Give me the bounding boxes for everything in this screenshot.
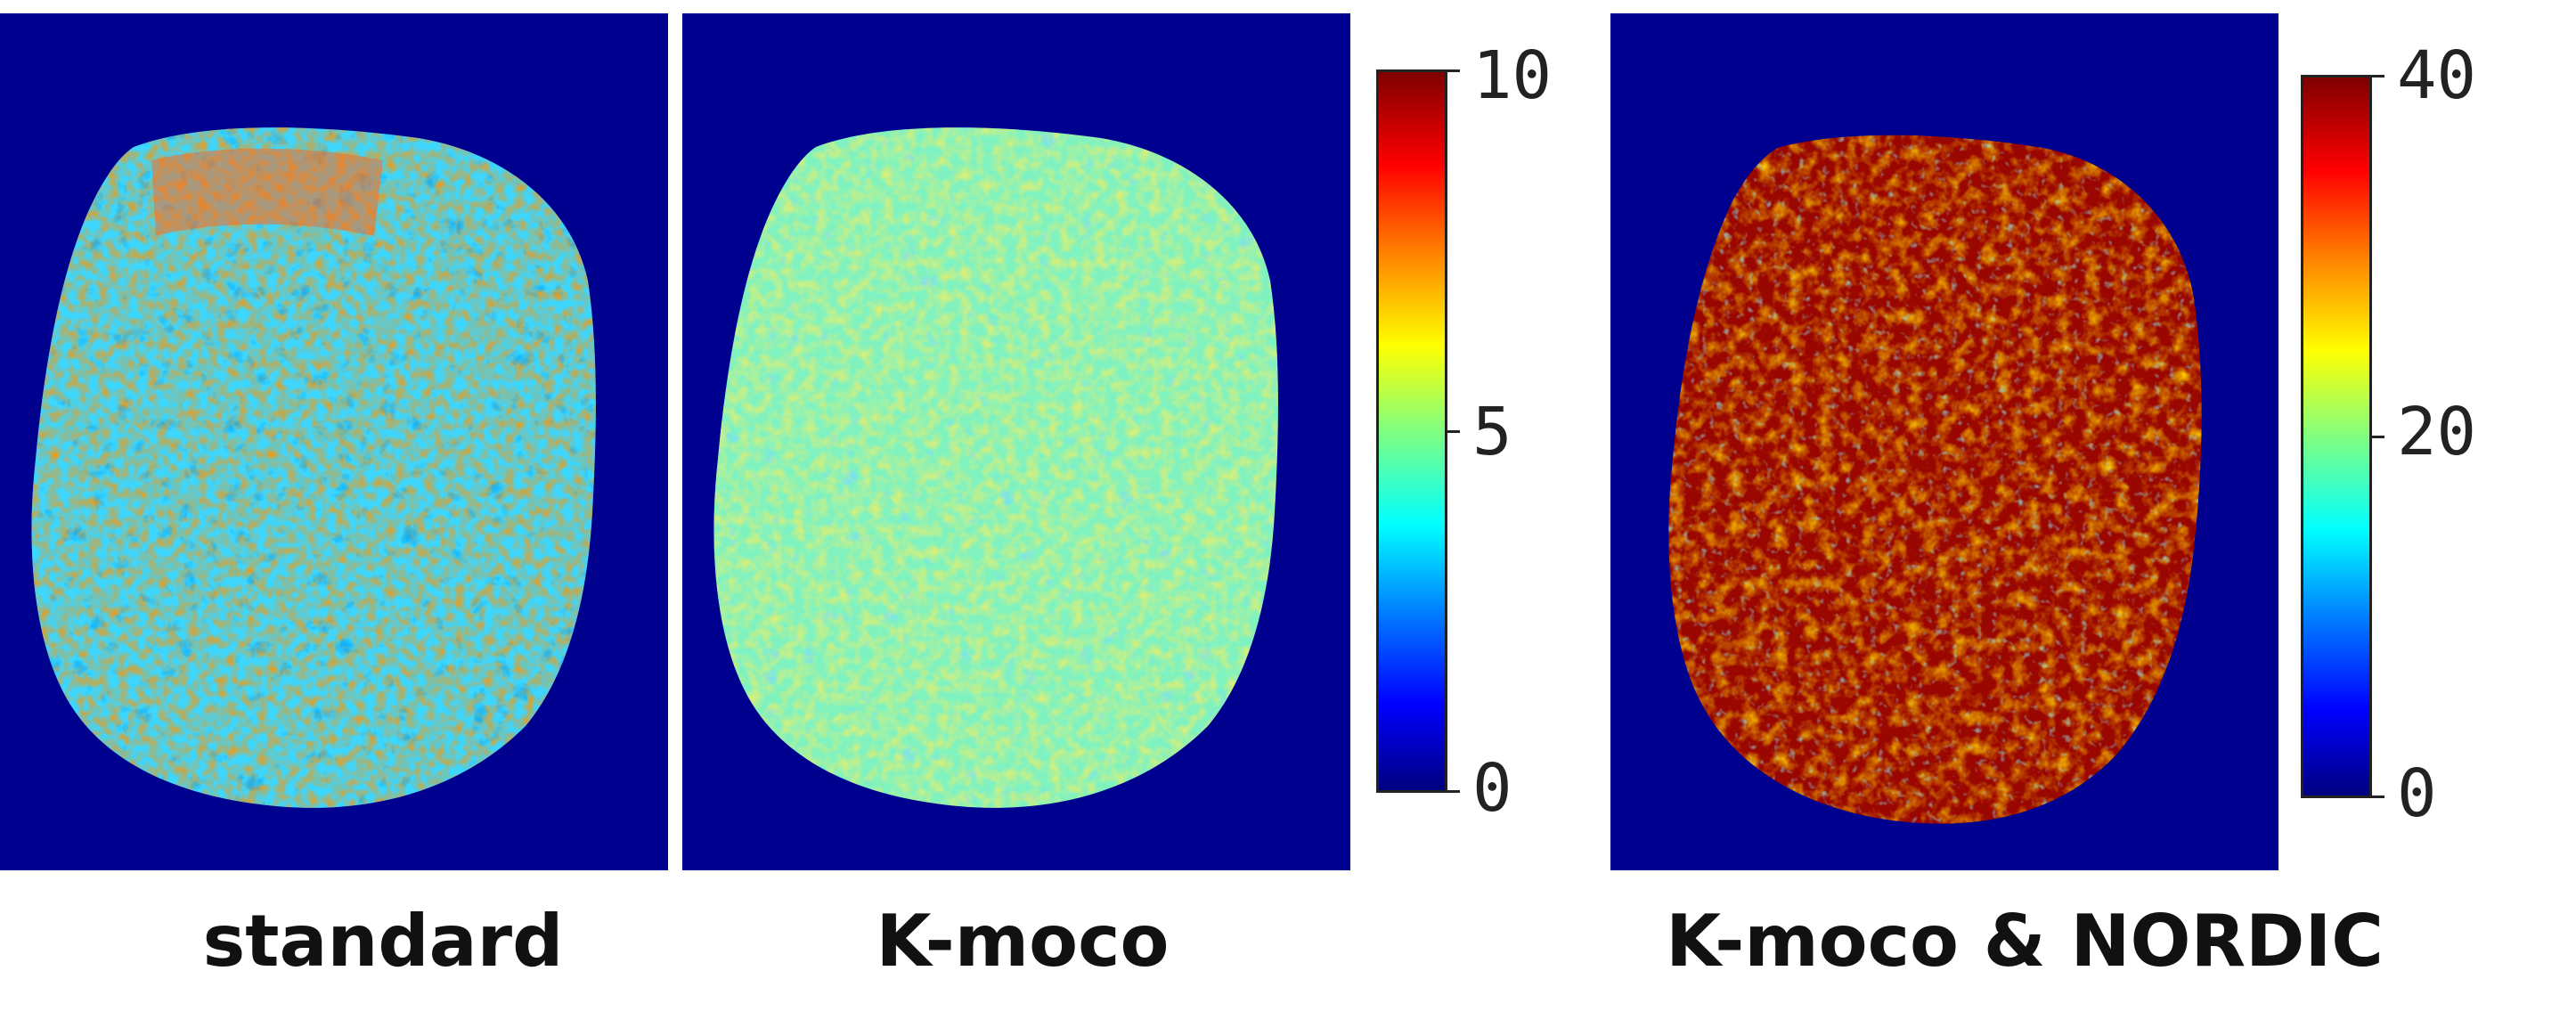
colorbar-tick [2372,75,2384,78]
map-kmoco [682,13,1350,870]
colorbar-tick-label: 5 [1472,394,1512,470]
colorbar-tick-label: 20 [2397,394,2477,470]
colorbar-tick [1447,69,1460,72]
map-nordic [1610,13,2278,870]
colorbar-tick-label: 0 [1472,750,1512,827]
map-standard [0,13,668,870]
colorbar-tick [1447,790,1460,793]
colorbar-tick [2372,795,2384,798]
brain-map-nordic [1610,13,2278,870]
colorbar-gradient [2301,75,2372,798]
caption-nordic: K-moco & NORDIC [1666,900,2384,983]
colorbar-tick-label: 0 [2397,755,2437,832]
colorbar-tick [2372,436,2384,438]
brain-map-standard [0,13,668,870]
brain-map-kmoco [682,13,1350,870]
colorbar-tick [1447,430,1460,433]
colorbar-tick-label: 10 [1472,37,1553,114]
caption-standard: standard [202,900,564,983]
colorbar-tick-label: 40 [2397,37,2477,114]
caption-kmoco: K-moco [876,900,1170,983]
colorbar-gradient [1376,69,1447,793]
